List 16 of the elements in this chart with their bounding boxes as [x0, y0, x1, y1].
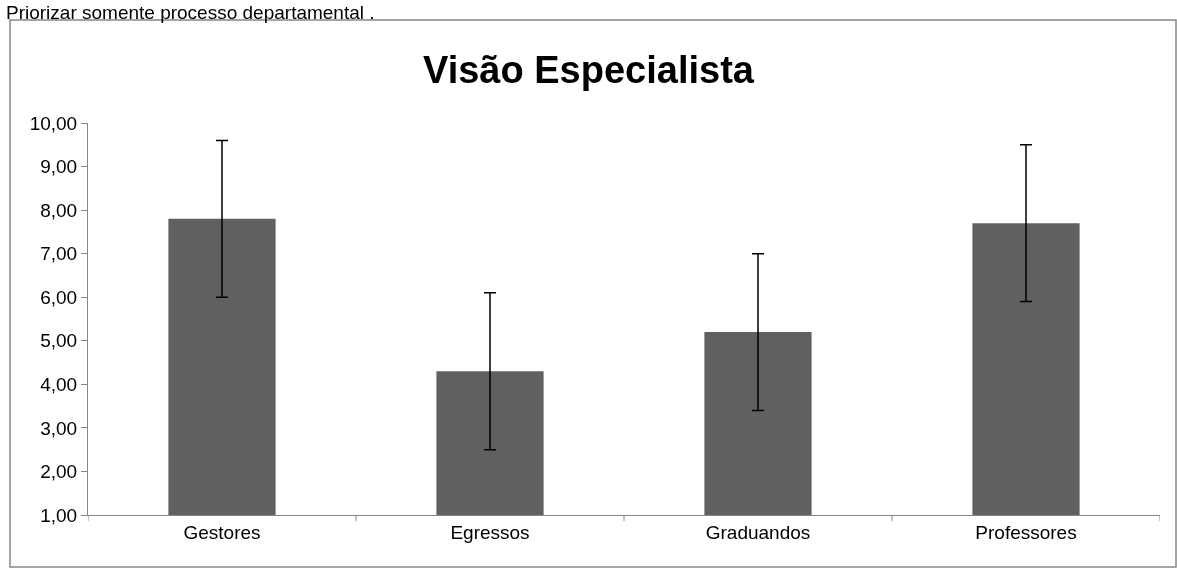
y-tick-label: 9,00 — [40, 156, 78, 178]
y-tick-label: 2,00 — [40, 461, 78, 483]
text: Priorizar somente processo departamental . — [6, 2, 375, 23]
chart-title: Visão Especialista — [423, 49, 755, 92]
y-tick-label: 10,00 — [29, 112, 78, 134]
y-tick-label: 3,00 — [40, 417, 78, 439]
y-tick-label: 5,00 — [40, 330, 78, 352]
y-tick-label: 1,00 — [40, 504, 78, 526]
y-tick-label: 7,00 — [40, 243, 78, 265]
x-tick-label: Professores — [975, 521, 1077, 543]
y-tick-label: 6,00 — [40, 286, 78, 308]
x-tick-label: Gestores — [183, 521, 261, 543]
x-tick-label: Egressos — [450, 521, 530, 543]
y-tick-label: 4,00 — [40, 373, 78, 395]
x-tick-label: Graduandos — [705, 521, 811, 543]
y-tick-label: 8,00 — [40, 199, 78, 221]
